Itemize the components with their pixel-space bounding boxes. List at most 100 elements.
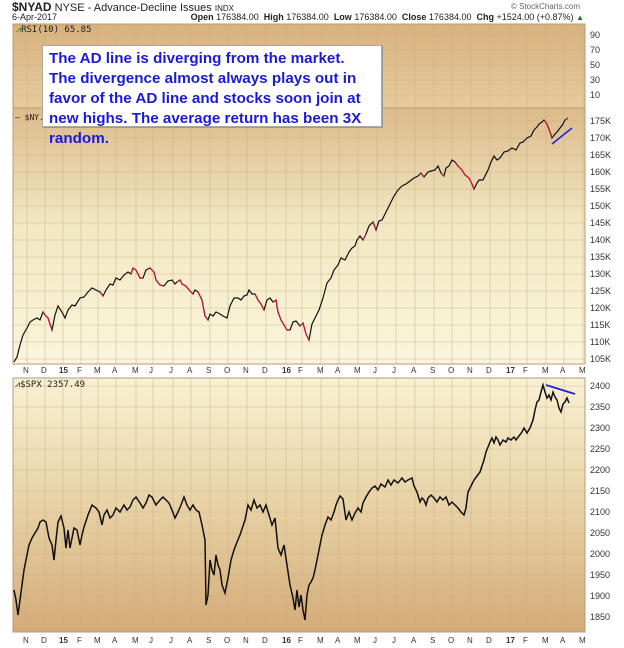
x-tick: J (373, 366, 377, 375)
spx-falling-trendline (545, 384, 576, 395)
x-tick: O (224, 636, 231, 645)
symbol-title: $NYAD NYSE - Advance-Decline Issues INDX (12, 0, 234, 14)
spx-panel (12, 377, 586, 633)
tick-nyad: 135K (590, 252, 612, 262)
x-tick: A (560, 366, 566, 375)
x-tick: M (579, 366, 586, 375)
x-tick: N (243, 636, 249, 645)
nyad-panel (12, 107, 586, 365)
tick-rsi: 50 (590, 60, 601, 70)
grid-vertical (26, 24, 584, 364)
x-tick: F (77, 636, 82, 645)
chart-header: $NYAD NYSE - Advance-Decline Issues INDX… (0, 0, 624, 24)
x-tick: D (486, 366, 492, 375)
x-tick: 17 (506, 366, 515, 375)
x-tick: S (206, 636, 212, 645)
tick-spx: 1900 (590, 591, 611, 601)
tick-spx: 1950 (590, 570, 611, 580)
tick-spx: 2250 (590, 444, 611, 454)
annotation-box: The AD line is diverging from the market… (42, 45, 382, 147)
tick-nyad: 120K (590, 303, 612, 313)
tick-spx: 2200 (590, 465, 611, 475)
x-tick: A (335, 636, 341, 645)
x-tick: A (112, 636, 118, 645)
spx-icon: ⩘ (15, 380, 21, 390)
spx-line (13, 382, 570, 621)
tick-spx: 1850 (590, 612, 611, 622)
tick-nyad: 110K (590, 337, 611, 347)
tick-nyad: 165K (590, 150, 612, 160)
x-tick: M (542, 636, 549, 645)
x-tick: M (132, 636, 139, 645)
tick-rsi: 30 (590, 75, 601, 85)
x-tick: A (411, 636, 417, 645)
x-tick: M (317, 366, 324, 375)
spx-label: ⩘$SPX 2357.49 (15, 380, 86, 390)
x-tick: N (467, 366, 473, 375)
x-tick: 16 (282, 636, 291, 645)
nyad-down-segments (42, 117, 569, 341)
tick-nyad: 175K (590, 116, 612, 126)
tick-nyad: 150K (590, 201, 612, 211)
x-tick: 15 (59, 366, 68, 375)
tick-rsi: 90 (590, 30, 601, 40)
x-tick: M (354, 636, 361, 645)
x-tick: J (149, 636, 153, 645)
tick-spx: 2300 (590, 423, 611, 433)
x-tick: D (486, 636, 492, 645)
x-tick: M (542, 366, 549, 375)
ad-rising-trendline (551, 127, 573, 145)
tick-spx: 2100 (590, 507, 611, 517)
x-tick: O (448, 636, 455, 645)
x-tick: A (411, 366, 417, 375)
x-tick: A (335, 366, 341, 375)
x-tick: D (262, 366, 268, 375)
x-tick: M (94, 636, 101, 645)
x-tick: 17 (506, 636, 515, 645)
nyad-line (13, 117, 569, 363)
x-tick: D (41, 366, 47, 375)
tick-rsi: 70 (590, 45, 601, 55)
x-tick: J (392, 366, 396, 375)
x-tick: N (23, 366, 29, 375)
x-tick: F (298, 636, 303, 645)
tick-spx: 2150 (590, 486, 611, 496)
x-tick: A (560, 636, 566, 645)
x-tick: A (187, 636, 193, 645)
x-tick: M (317, 636, 324, 645)
x-tick: S (430, 366, 436, 375)
tick-nyad: 170K (590, 133, 612, 143)
x-tick: F (77, 366, 82, 375)
x-tick: N (23, 636, 29, 645)
x-tick: O (448, 366, 455, 375)
tick-rsi: 10 (590, 90, 601, 100)
tick-nyad: 145K (590, 218, 612, 228)
x-tick: 16 (282, 366, 291, 375)
tick-nyad: 125K (590, 286, 612, 296)
x-tick: N (467, 636, 473, 645)
nyad-label: — $NY... (15, 113, 54, 122)
tick-nyad: 115K (590, 320, 611, 330)
x-tick: D (41, 636, 47, 645)
x-tick: J (149, 366, 153, 375)
rsi-label: ⩘RSI(10) 65.85 (16, 25, 92, 35)
tick-nyad: 160K (590, 167, 612, 177)
tick-spx: 2400 (590, 381, 611, 391)
x-tick: M (132, 366, 139, 375)
tick-nyad: 140K (590, 235, 612, 245)
x-tick: J (373, 636, 377, 645)
x-tick: D (262, 636, 268, 645)
rsi-icon: ⩘ (16, 25, 22, 35)
x-tick: S (206, 366, 212, 375)
x-tick: F (523, 636, 528, 645)
tick-spx: 2000 (590, 549, 611, 559)
x-tick: M (579, 636, 586, 645)
x-tick: S (430, 636, 436, 645)
tick-nyad: 105K (590, 354, 612, 364)
x-tick: J (169, 636, 173, 645)
x-tick: F (523, 366, 528, 375)
tick-nyad: 130K (590, 269, 612, 279)
x-tick: F (298, 366, 303, 375)
ohlc-summary: Open 176384.00 High 176384.00 Low 176384… (190, 12, 584, 22)
